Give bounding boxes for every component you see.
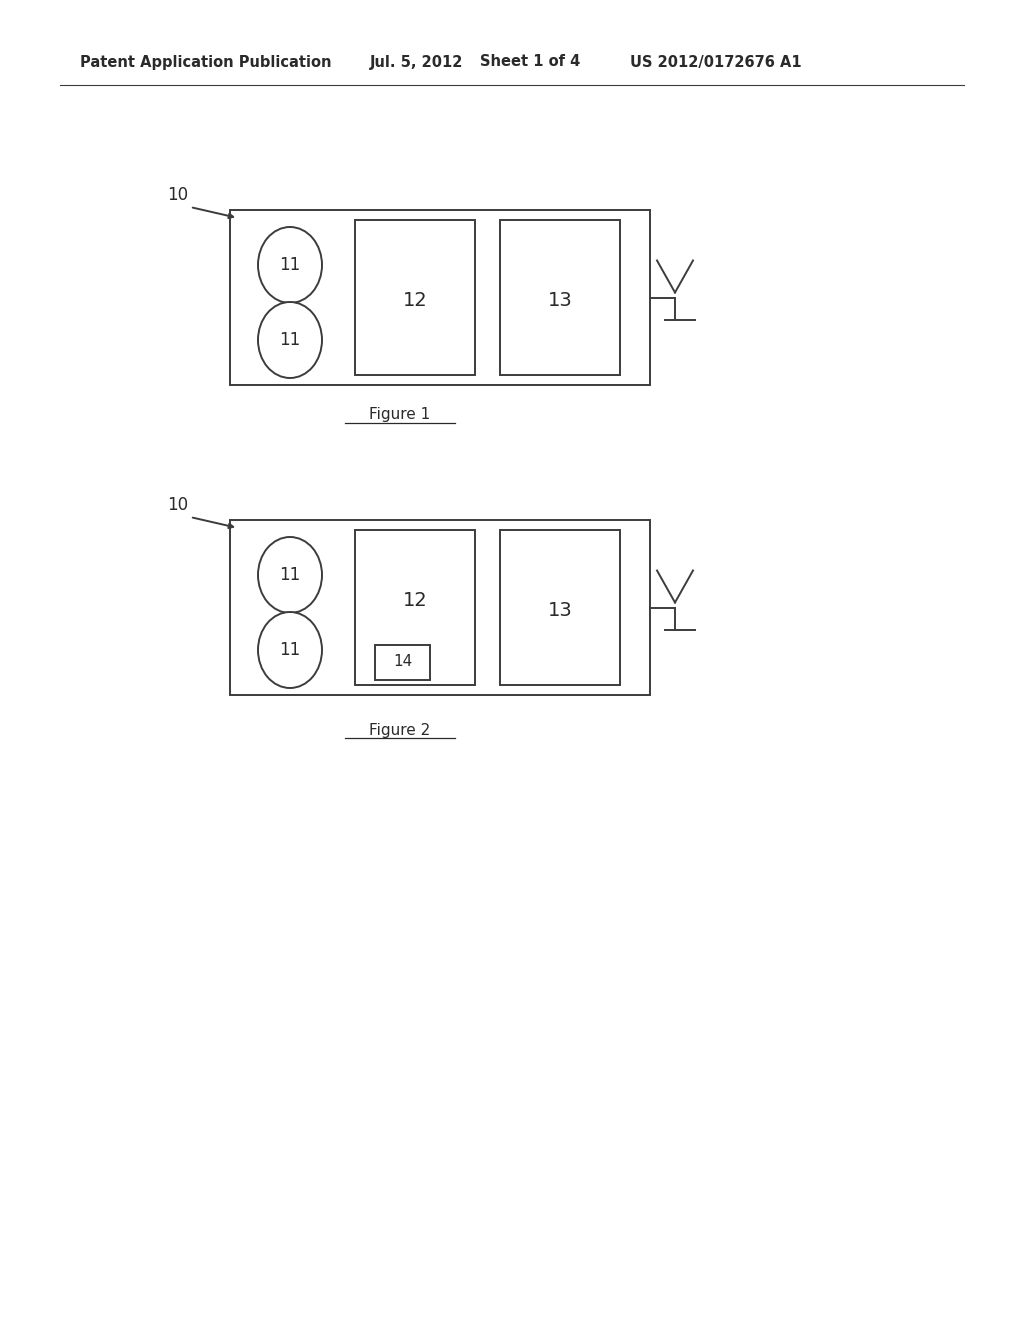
Text: Patent Application Publication: Patent Application Publication	[80, 54, 332, 70]
Ellipse shape	[258, 227, 322, 304]
Text: 14: 14	[393, 655, 413, 669]
Bar	[375, 645, 430, 680]
Text: 12: 12	[402, 290, 427, 309]
Text: Sheet 1 of 4: Sheet 1 of 4	[480, 54, 581, 70]
Ellipse shape	[258, 537, 322, 612]
Bar	[230, 520, 650, 696]
Text: 12: 12	[402, 590, 427, 610]
Text: 13: 13	[548, 601, 572, 619]
Ellipse shape	[258, 612, 322, 688]
Text: Figure 1: Figure 1	[370, 408, 431, 422]
Text: 11: 11	[280, 566, 301, 583]
Bar	[500, 531, 620, 685]
Text: US 2012/0172676 A1: US 2012/0172676 A1	[630, 54, 802, 70]
Bar	[500, 220, 620, 375]
Bar	[355, 531, 475, 685]
Text: 11: 11	[280, 256, 301, 275]
Text: 11: 11	[280, 642, 301, 659]
Text: 13: 13	[548, 290, 572, 309]
Text: Jul. 5, 2012: Jul. 5, 2012	[370, 54, 464, 70]
Bar	[355, 220, 475, 375]
Text: 10: 10	[168, 186, 188, 205]
Bar	[230, 210, 650, 385]
Text: 10: 10	[168, 496, 188, 513]
Ellipse shape	[258, 302, 322, 378]
Text: Figure 2: Figure 2	[370, 722, 431, 738]
Text: 11: 11	[280, 331, 301, 348]
